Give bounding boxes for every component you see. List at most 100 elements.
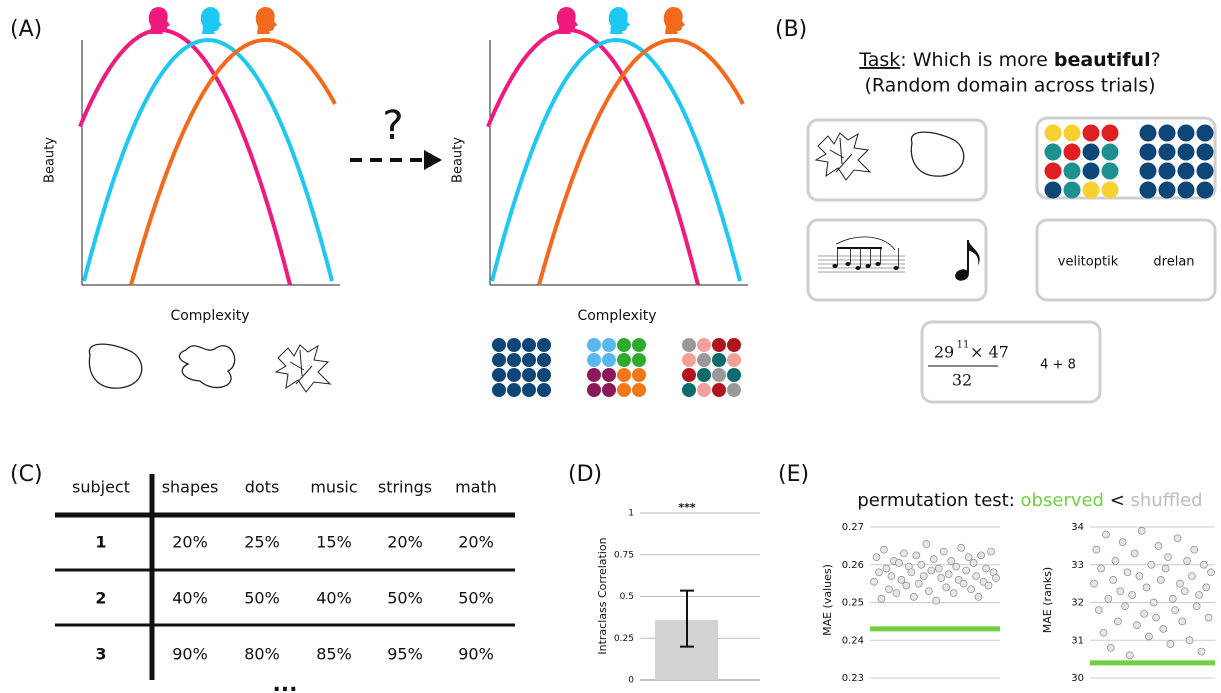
table-cell: 50%	[458, 589, 494, 608]
shuffled-point	[1165, 554, 1172, 561]
shuffled-point	[871, 578, 878, 585]
math-exponent: 11	[957, 340, 970, 351]
shuffled-point	[1172, 607, 1179, 614]
shuffled-point	[943, 584, 950, 591]
y-tick-label: 0.23	[842, 673, 864, 684]
table-header: music	[310, 478, 357, 497]
shuffled-point	[903, 582, 910, 589]
shuffled-point	[1148, 561, 1155, 568]
shuffled-point	[950, 590, 957, 597]
shuffled-point	[1179, 618, 1186, 625]
shuffled-point	[1155, 542, 1162, 549]
dot-stimulus	[712, 383, 726, 397]
dot-stimulus	[492, 353, 506, 367]
dot-stimulus	[1045, 163, 1062, 180]
panel-label: (D)	[568, 462, 602, 487]
shuffled-point	[1110, 576, 1117, 583]
shape-stimulus	[911, 132, 963, 176]
math-stimulus: 4 + 8	[1040, 358, 1076, 373]
shuffled-point	[988, 548, 995, 555]
dot-stimulus	[1159, 125, 1176, 142]
panel-label: (A)	[10, 17, 42, 42]
dot-stimulus	[602, 368, 616, 382]
music-note	[855, 266, 860, 270]
shuffled-point	[873, 554, 880, 561]
subject-id: 2	[95, 589, 106, 608]
shuffled-point	[1176, 580, 1183, 587]
y-tick-label: 0.27	[842, 522, 864, 533]
dot-stimulus	[632, 353, 646, 367]
title-observed: observed	[1021, 490, 1104, 511]
table-header: subject	[72, 478, 130, 497]
preference-curve	[488, 30, 698, 285]
table-header: dots	[245, 478, 280, 497]
shuffled-point	[878, 595, 885, 602]
shuffled-point	[1174, 535, 1181, 542]
shuffled-point	[1129, 591, 1136, 598]
dot-stimulus	[1178, 163, 1195, 180]
note-flag	[968, 240, 980, 266]
shuffled-point	[958, 544, 965, 551]
task-subtitle: (Random domain across trials)	[864, 75, 1155, 97]
dot-stimulus	[522, 338, 536, 352]
table-cell: 95%	[387, 645, 423, 664]
dot-stimulus	[727, 353, 741, 367]
dot-stimulus	[1197, 163, 1214, 180]
panel-label: (B)	[775, 17, 807, 42]
dot-stimulus	[492, 368, 506, 382]
shuffled-point	[1141, 610, 1148, 617]
dot-stimulus	[1197, 125, 1214, 142]
table-cell: 15%	[316, 533, 352, 552]
dot-stimulus	[1140, 182, 1157, 199]
title-shuffled: shuffled	[1131, 490, 1203, 511]
dot-stimulus	[492, 383, 506, 397]
dot-stimulus	[617, 368, 631, 382]
shuffled-point	[1167, 641, 1174, 648]
dot-stimulus	[507, 368, 521, 382]
shuffled-point	[1091, 580, 1098, 587]
dot-stimulus	[1045, 144, 1062, 161]
shuffled-point	[883, 565, 890, 572]
arrow-head	[424, 150, 442, 170]
dot-stimulus	[587, 383, 601, 397]
shuffled-point	[1188, 573, 1195, 580]
shuffled-point	[1153, 614, 1160, 621]
shuffled-point	[948, 557, 955, 564]
axis-label: Beauty	[451, 137, 466, 183]
dot-stimulus	[682, 353, 696, 367]
shuffled-point	[1093, 546, 1100, 553]
y-tick-label: 34	[1071, 522, 1084, 533]
shuffled-point	[1124, 569, 1131, 576]
axis-label: Complexity	[170, 308, 249, 324]
y-tick-label: 32	[1071, 598, 1084, 609]
music-note	[865, 264, 870, 268]
shuffled-point	[1131, 550, 1138, 557]
shuffled-point	[913, 552, 920, 559]
dot-stimulus	[1140, 125, 1157, 142]
dot-stimulus	[1045, 182, 1062, 199]
table-cell: 20%	[172, 533, 208, 552]
y-tick-label: 0.75	[614, 550, 634, 560]
shape-stimulus	[816, 133, 870, 180]
table-cell: 40%	[316, 589, 352, 608]
table-cell: 50%	[387, 589, 423, 608]
shuffled-point	[1160, 625, 1167, 632]
shuffled-point	[1107, 644, 1114, 651]
preference-curve	[84, 40, 332, 281]
y-tick-label: 0.25	[842, 598, 864, 609]
shuffled-point	[945, 571, 952, 578]
shuffled-point	[1198, 648, 1205, 655]
dot-stimulus	[712, 353, 726, 367]
shuffled-point	[880, 546, 887, 553]
shuffled-point	[1105, 595, 1112, 602]
shuffled-point	[910, 593, 917, 600]
table-cell: 50%	[244, 589, 280, 608]
table-cell: 85%	[316, 645, 352, 664]
shuffled-point	[960, 580, 967, 587]
shuffled-point	[915, 580, 922, 587]
shuffled-point	[1145, 633, 1152, 640]
dot-stimulus	[727, 383, 741, 397]
shuffled-point	[1162, 565, 1169, 572]
subject-id: 1	[95, 533, 106, 552]
shuffled-point	[1114, 618, 1121, 625]
